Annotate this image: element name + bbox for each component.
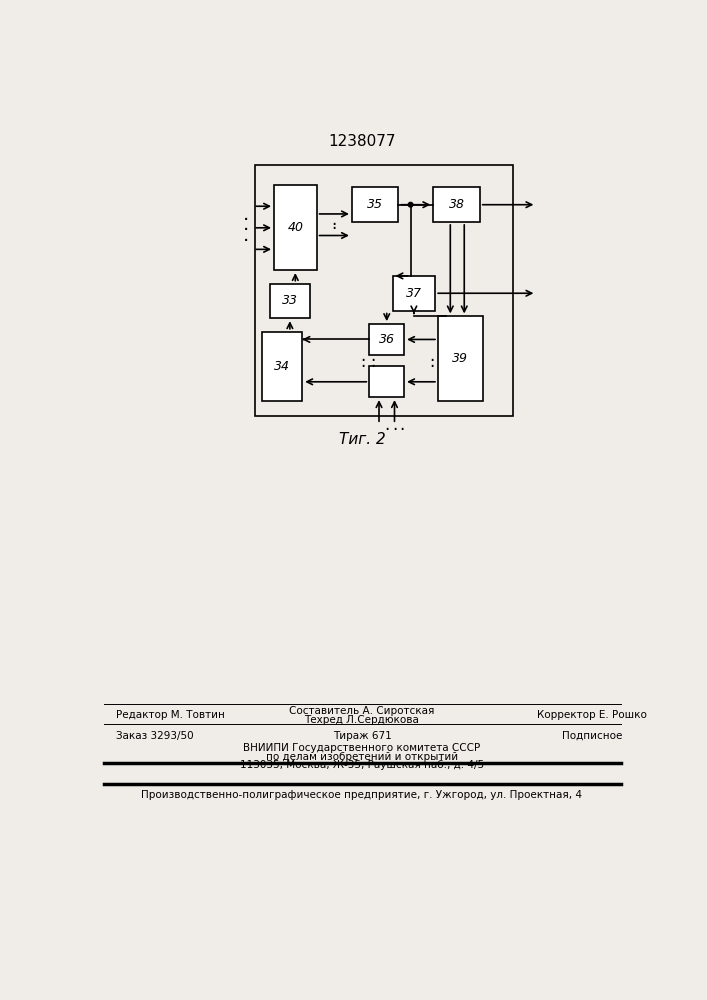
Text: Корректор Е. Рошко: Корректор Е. Рошко: [537, 710, 647, 720]
Text: ·: ·: [429, 358, 434, 376]
Text: ·: ·: [392, 421, 397, 439]
Text: Τиг. 2: Τиг. 2: [339, 432, 385, 447]
Text: 33: 33: [282, 294, 298, 307]
Text: Техред Л.Сердюкова: Техред Л.Сердюкова: [305, 715, 419, 725]
Text: 40: 40: [287, 221, 303, 234]
Text: 34: 34: [274, 360, 290, 373]
Bar: [438, 316, 483, 401]
Text: ·: ·: [370, 358, 376, 376]
Text: 35: 35: [367, 198, 383, 211]
Text: 38: 38: [448, 198, 464, 211]
Bar: [270, 284, 310, 318]
Bar: [255, 165, 513, 416]
Bar: [369, 366, 404, 397]
Bar: [352, 187, 398, 222]
Text: 39: 39: [452, 352, 468, 365]
Text: ·: ·: [361, 352, 366, 370]
Text: Редактор М. Товтин: Редактор М. Товтин: [115, 710, 224, 720]
Text: ·: ·: [361, 358, 366, 376]
Text: Подписное: Подписное: [562, 731, 622, 741]
Bar: [262, 332, 303, 401]
Text: ·: ·: [243, 232, 249, 251]
Text: ·: ·: [243, 221, 249, 240]
Bar: [369, 324, 404, 355]
Circle shape: [408, 202, 413, 207]
Bar: [433, 187, 480, 222]
Text: ·: ·: [332, 220, 337, 238]
Text: по делам изобретений и открытий: по делам изобретений и открытий: [266, 752, 458, 762]
Text: Производственно-полиграфическое предприятие, г. Ужгород, ул. Проектная, 4: Производственно-полиграфическое предприя…: [141, 790, 583, 800]
Text: 113035, Москва, Ж-35, Раушская наб., д. 4/5: 113035, Москва, Ж-35, Раушская наб., д. …: [240, 760, 484, 770]
Text: 37: 37: [406, 287, 422, 300]
Text: 36: 36: [379, 333, 395, 346]
Text: ·: ·: [243, 211, 249, 230]
Text: Заказ 3293/50: Заказ 3293/50: [115, 731, 193, 741]
Text: 1238077: 1238077: [328, 134, 396, 149]
Text: ·: ·: [399, 421, 405, 439]
Text: ·: ·: [429, 352, 434, 370]
Text: ·: ·: [332, 216, 337, 234]
Text: ВНИИПИ Государственного комитета СССР: ВНИИПИ Государственного комитета СССР: [243, 743, 481, 753]
Text: ·: ·: [370, 352, 376, 370]
Bar: [392, 276, 436, 311]
Bar: [274, 185, 317, 270]
Text: ·: ·: [384, 421, 390, 439]
Text: Тираж 671: Тираж 671: [332, 731, 392, 741]
Text: Составитель А. Сиротская: Составитель А. Сиротская: [289, 706, 435, 716]
